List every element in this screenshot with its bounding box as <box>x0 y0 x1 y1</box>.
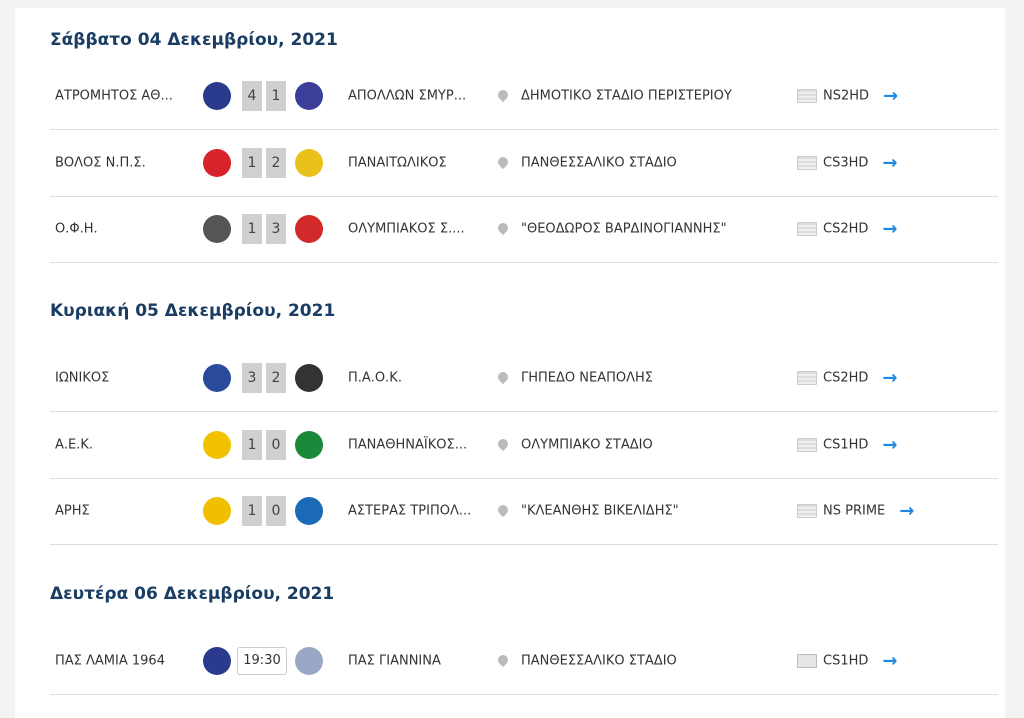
venue: ΟΛΥΜΠΙΑΚΟ ΣΤΑΔΙΟ <box>521 437 653 453</box>
home-score: 4 <box>242 81 262 111</box>
location-pin-icon <box>495 87 511 103</box>
away-score: 2 <box>266 363 286 393</box>
home-score: 1 <box>242 496 262 526</box>
tv-channel: CS2HD <box>823 221 869 237</box>
tv-channel: CS1HD <box>823 653 869 669</box>
fixtures-card: Σάββατο 04 Δεκεμβρίου, 2021 ΑΤΡΟΜΗΤΟΣ ΑΘ.… <box>15 8 1005 718</box>
home-team-logo <box>203 82 231 110</box>
away-score: 3 <box>266 214 286 244</box>
home-score: 1 <box>242 148 262 178</box>
day-heading: Δευτέρα 06 Δεκεμβρίου, 2021 <box>50 584 335 604</box>
home-team[interactable]: ΑΡΗΣ <box>55 503 90 519</box>
away-score: 1 <box>266 81 286 111</box>
venue: "ΚΛΕΑΝΘΗΣ ΒΙΚΕΛΙΔΗΣ" <box>521 503 679 519</box>
location-pin-icon <box>495 220 511 236</box>
home-score: 1 <box>242 214 262 244</box>
tv-channel: NS PRIME <box>823 503 886 519</box>
home-team-logo <box>203 364 231 392</box>
away-team[interactable]: ΑΣΤΕΡΑΣ ΤΡΙΠΟΛ... <box>348 503 472 519</box>
away-team[interactable]: ΠΑΝΑΘΗΝΑΪΚΟΣ... <box>348 437 468 453</box>
away-team-logo <box>295 82 323 110</box>
arrow-right-icon[interactable]: → <box>882 434 898 456</box>
away-team-logo <box>295 364 323 392</box>
match-row[interactable]: Α.Ε.Κ. 1 0 ΠΑΝΑΘΗΝΑΪΚΟΣ... ΟΛΥΜΠΙΑΚΟ ΣΤΑ… <box>50 412 998 479</box>
match-row[interactable]: ΙΩΝΙΚΟΣ 3 2 Π.Α.Ο.Κ. ΓΗΠΕΔΟ ΝΕΑΠΟΛΗΣ CS2… <box>50 345 998 412</box>
arrow-right-icon[interactable]: → <box>882 152 898 174</box>
away-team-logo <box>295 431 323 459</box>
tv-channel: NS2HD <box>823 88 870 104</box>
home-team-logo <box>203 647 231 675</box>
home-team-logo <box>203 497 231 525</box>
tv-icon <box>797 371 817 385</box>
match-row[interactable]: ΠΑΣ ΛΑΜΙΑ 1964 19:30 ΠΑΣ ΓΙΑΝΝΙΝΑ ΠΑΝΘΕΣ… <box>50 628 998 695</box>
location-pin-icon <box>495 436 511 452</box>
tv-icon <box>797 156 817 170</box>
arrow-right-icon[interactable]: → <box>882 650 898 672</box>
away-team-logo <box>295 497 323 525</box>
away-score: 2 <box>266 148 286 178</box>
location-pin-icon <box>495 652 511 668</box>
away-score: 0 <box>266 430 286 460</box>
home-team-logo <box>203 431 231 459</box>
tv-icon <box>797 438 817 452</box>
tv-channel: CS2HD <box>823 370 869 386</box>
home-score: 3 <box>242 363 262 393</box>
match-row[interactable]: ΑΡΗΣ 1 0 ΑΣΤΕΡΑΣ ΤΡΙΠΟΛ... "ΚΛΕΑΝΘΗΣ ΒΙΚ… <box>50 478 998 545</box>
location-pin-icon <box>495 154 511 170</box>
arrow-right-icon[interactable]: → <box>883 85 899 107</box>
kickoff-time: 19:30 <box>237 647 287 675</box>
home-team-logo <box>203 149 231 177</box>
match-row[interactable]: ΒΟΛΟΣ Ν.Π.Σ. 1 2 ΠΑΝΑΙΤΩΛΙΚΟΣ ΠΑΝΘΕΣΣΑΛΙ… <box>50 130 998 197</box>
tv-icon <box>797 89 817 103</box>
home-score: 1 <box>242 430 262 460</box>
away-team[interactable]: ΟΛΥΜΠΙΑΚΟΣ Σ.... <box>348 221 465 237</box>
venue: ΓΗΠΕΔΟ ΝΕΑΠΟΛΗΣ <box>521 370 653 386</box>
tv-icon <box>797 504 817 518</box>
home-team[interactable]: ΠΑΣ ΛΑΜΙΑ 1964 <box>55 653 165 669</box>
away-score: 0 <box>266 496 286 526</box>
venue: ΔΗΜΟΤΙΚΟ ΣΤΑΔΙΟ ΠΕΡΙΣΤΕΡΙΟΥ <box>521 88 732 104</box>
venue: ΠΑΝΘΕΣΣΑΛΙΚΟ ΣΤΑΔΙΟ <box>521 155 677 171</box>
day-heading: Κυριακή 05 Δεκεμβρίου, 2021 <box>50 301 336 321</box>
home-team[interactable]: Ο.Φ.Η. <box>55 221 98 237</box>
home-team[interactable]: Α.Ε.Κ. <box>55 437 94 453</box>
away-team[interactable]: ΠΑΝΑΙΤΩΛΙΚΟΣ <box>348 155 447 171</box>
arrow-right-icon[interactable]: → <box>899 500 915 522</box>
match-row[interactable]: Ο.Φ.Η. 1 3 ΟΛΥΜΠΙΑΚΟΣ Σ.... "ΘΕΟΔΩΡΟΣ ΒΑ… <box>50 196 998 263</box>
location-pin-icon <box>495 502 511 518</box>
away-team-logo <box>295 215 323 243</box>
tv-channel: CS3HD <box>823 155 869 171</box>
home-team[interactable]: ΒΟΛΟΣ Ν.Π.Σ. <box>55 155 146 171</box>
match-row[interactable]: ΑΤΡΟΜΗΤΟΣ ΑΘ... 4 1 ΑΠΟΛΛΩΝ ΣΜΥΡ... ΔΗΜΟ… <box>50 63 998 130</box>
venue: "ΘΕΟΔΩΡΟΣ ΒΑΡΔΙΝΟΓΙΑΝΝΗΣ" <box>521 221 727 237</box>
tv-icon <box>797 222 817 236</box>
away-team[interactable]: ΑΠΟΛΛΩΝ ΣΜΥΡ... <box>348 88 467 104</box>
location-pin-icon <box>495 369 511 385</box>
home-team[interactable]: ΑΤΡΟΜΗΤΟΣ ΑΘ... <box>55 88 173 104</box>
away-team-logo <box>295 149 323 177</box>
monitor-icon <box>797 654 817 668</box>
day-heading: Σάββατο 04 Δεκεμβρίου, 2021 <box>50 30 338 50</box>
arrow-right-icon[interactable]: → <box>882 367 898 389</box>
tv-channel: CS1HD <box>823 437 869 453</box>
away-team[interactable]: ΠΑΣ ΓΙΑΝΝΙΝΑ <box>348 653 441 669</box>
venue: ΠΑΝΘΕΣΣΑΛΙΚΟ ΣΤΑΔΙΟ <box>521 653 677 669</box>
home-team[interactable]: ΙΩΝΙΚΟΣ <box>55 370 110 386</box>
away-team[interactable]: Π.Α.Ο.Κ. <box>348 370 402 386</box>
home-team-logo <box>203 215 231 243</box>
arrow-right-icon[interactable]: → <box>882 218 898 240</box>
away-team-logo <box>295 647 323 675</box>
